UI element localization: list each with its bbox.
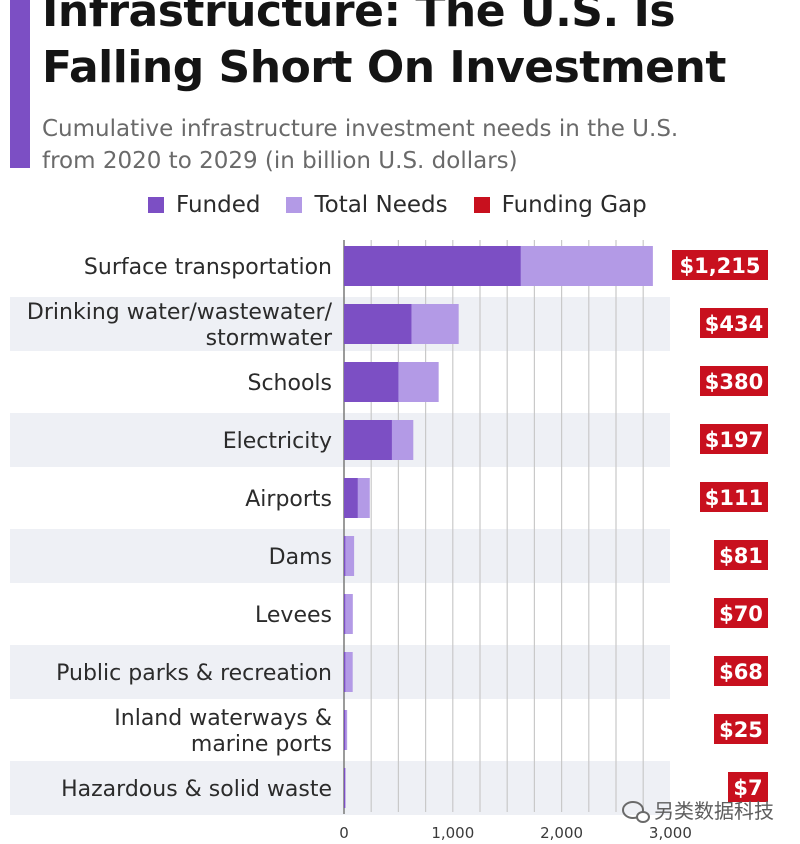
funding-gap-label: $25	[719, 718, 763, 742]
funding-gap-badge	[700, 308, 768, 338]
category-label: Dams	[269, 545, 332, 570]
bar-funded	[344, 478, 358, 518]
funding-gap-badge	[672, 250, 768, 280]
bar-total-needs	[344, 652, 353, 692]
category-label: Hazardous & solid waste	[61, 777, 332, 802]
x-tick-label: 2,000	[540, 824, 583, 842]
bar-funded	[344, 246, 521, 286]
funding-gap-badge	[714, 598, 768, 628]
bar-funded	[344, 362, 399, 402]
category-label: Airports	[245, 487, 332, 512]
category-label: Inland waterways & marine ports	[114, 706, 332, 757]
accent-bar	[10, 0, 30, 168]
bar-funded	[344, 420, 392, 460]
funding-gap-badge	[700, 482, 768, 512]
funding-gap-badge	[700, 424, 768, 454]
bar-funded	[344, 594, 346, 634]
chart-subtitle: Cumulative infrastructure investment nee…	[42, 116, 679, 174]
row-band	[10, 761, 670, 815]
funding-gap-label: $7	[733, 776, 762, 800]
x-tick-label: 1,000	[431, 824, 474, 842]
category-label: Levees	[255, 603, 332, 628]
funding-gap-badge	[700, 366, 768, 396]
legend-item-total-needs: Total Needs	[286, 192, 448, 218]
bar-funded	[344, 710, 346, 750]
bar-total-needs	[344, 710, 348, 750]
legend-label-funding-gap: Funding Gap	[501, 192, 647, 218]
category-label: Surface transportation	[84, 255, 332, 280]
watermark: 另类数据科技	[622, 795, 774, 824]
legend-swatch-funded	[148, 197, 164, 213]
funding-gap-badge	[714, 540, 768, 570]
bar-funded	[344, 536, 346, 576]
bar-funded	[344, 768, 346, 808]
bar-funded	[344, 304, 412, 344]
funding-gap-label: $197	[705, 428, 763, 452]
row-band	[10, 413, 670, 467]
legend-label-funded: Funded	[176, 192, 261, 218]
wechat-icon	[622, 800, 650, 823]
category-label: Public parks & recreation	[56, 661, 332, 686]
funding-gap-label: $70	[719, 602, 763, 626]
funding-gap-badge	[714, 714, 768, 744]
funding-gap-label: $68	[719, 660, 763, 684]
funding-gap-badge	[728, 772, 768, 802]
legend: Funded Total Needs Funding Gap	[148, 192, 673, 218]
legend-swatch-total-needs	[286, 197, 303, 213]
chart-title: Infrastructure: The U.S. Is Falling Shor…	[42, 0, 726, 93]
x-tick-label: 0	[339, 824, 349, 842]
row-band	[10, 297, 670, 351]
legend-label-total-needs: Total Needs	[314, 192, 448, 218]
funding-gap-label: $111	[705, 486, 763, 510]
x-tick-label: 3,000	[649, 824, 692, 842]
funding-gap-label: $434	[705, 312, 763, 336]
row-band	[10, 645, 670, 699]
bar-total-needs	[344, 536, 355, 576]
bar-total-needs	[344, 594, 353, 634]
category-label: Electricity	[223, 429, 332, 454]
funding-gap-label: $81	[719, 544, 763, 568]
legend-item-funded: Funded	[148, 192, 260, 218]
legend-swatch-funding-gap	[473, 197, 490, 213]
row-band	[10, 529, 670, 583]
bar-funded	[344, 652, 346, 692]
category-label: Schools	[248, 371, 333, 396]
legend-item-funding-gap: Funding Gap	[473, 192, 647, 218]
funding-gap-badge	[714, 656, 768, 686]
watermark-text: 另类数据科技	[654, 799, 774, 823]
funding-gap-label: $380	[705, 370, 763, 394]
funding-gap-label: $1,215	[679, 254, 760, 278]
category-label: Drinking water/wastewater/stormwater	[27, 300, 333, 351]
